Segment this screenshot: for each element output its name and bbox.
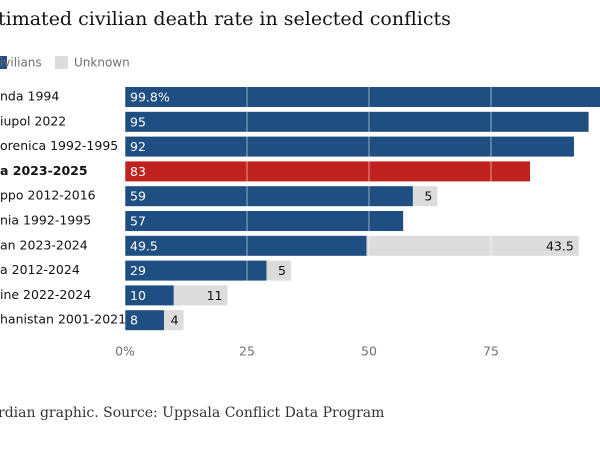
x-tick-label: 0% bbox=[115, 344, 135, 359]
chart-title: timated civilian death rate in selected … bbox=[0, 8, 451, 30]
value-label: 5 bbox=[278, 263, 286, 278]
bar bbox=[125, 87, 600, 107]
value-label: 99.8% bbox=[130, 90, 170, 105]
legend-label: Unknown bbox=[74, 56, 130, 70]
y-tick-label: orenica 1992-1995 bbox=[0, 138, 118, 153]
bar bbox=[125, 211, 404, 231]
x-tick-label: 50 bbox=[361, 344, 377, 359]
bar bbox=[125, 136, 574, 157]
value-label: 92 bbox=[130, 139, 146, 154]
y-tick-label: an 2023-2024 bbox=[0, 237, 88, 252]
value-label: 83 bbox=[130, 164, 146, 179]
bar bbox=[125, 161, 531, 182]
value-label: 4 bbox=[171, 313, 179, 328]
y-tick-label: ine 2022-2024 bbox=[0, 287, 91, 302]
bar bbox=[125, 111, 589, 132]
y-tick-label: nda 1994 bbox=[0, 89, 59, 104]
value-label: 95 bbox=[130, 114, 146, 129]
bar bbox=[125, 235, 367, 256]
value-label: 43.5 bbox=[546, 238, 574, 253]
y-tick-label: nia 1992-1995 bbox=[0, 213, 91, 228]
bar bbox=[125, 285, 174, 306]
y-tick-label: a 2012-2024 bbox=[0, 262, 80, 277]
value-label: 11 bbox=[207, 288, 223, 303]
bar bbox=[173, 285, 228, 306]
legend-label: ivilians bbox=[0, 56, 42, 70]
bar bbox=[125, 310, 165, 331]
value-label: 59 bbox=[130, 189, 146, 204]
bar bbox=[266, 260, 291, 281]
y-tick-label: hanistan 2001-2021 bbox=[0, 312, 126, 327]
value-label: 8 bbox=[130, 313, 138, 328]
value-label: 57 bbox=[130, 214, 146, 229]
bar bbox=[366, 235, 579, 256]
legend-swatch bbox=[0, 56, 7, 69]
y-tick-label: iupol 2022 bbox=[0, 113, 66, 128]
value-label: 29 bbox=[130, 263, 146, 278]
bar bbox=[125, 260, 267, 281]
bar bbox=[412, 186, 438, 207]
y-tick-label: ppo 2012-2016 bbox=[0, 188, 96, 203]
x-tick-label: 75 bbox=[483, 344, 499, 359]
value-label: 5 bbox=[424, 189, 432, 204]
value-label: 10 bbox=[130, 288, 146, 303]
source: rdian graphic. Source: Uppsala Conflict … bbox=[0, 405, 384, 421]
value-label: 49.5 bbox=[130, 238, 158, 253]
y-tick-label: a 2023-2025 bbox=[0, 163, 88, 178]
bar bbox=[125, 186, 413, 207]
bar bbox=[164, 310, 184, 331]
legend-swatch bbox=[55, 56, 68, 69]
x-tick-label: 25 bbox=[239, 344, 255, 359]
